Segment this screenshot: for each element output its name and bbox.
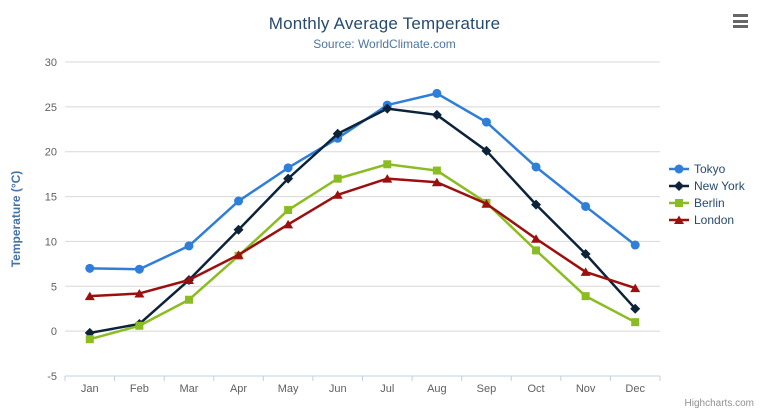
data-point-berlin-may[interactable] xyxy=(284,206,293,215)
data-point-new-york-may[interactable] xyxy=(283,173,294,184)
legend-item-berlin[interactable]: Berlin xyxy=(669,196,745,210)
data-point-london-feb[interactable] xyxy=(134,288,145,298)
legend: Tokyo New York Berlin London xyxy=(669,162,745,227)
data-point-london-aug[interactable] xyxy=(431,177,442,187)
x-axis-label-dec: Dec xyxy=(625,383,645,395)
circle-legend-marker-icon xyxy=(669,164,689,174)
x-axis-label-may: May xyxy=(278,383,299,395)
legend-label: Berlin xyxy=(694,196,725,210)
data-point-new-york-nov[interactable] xyxy=(580,248,591,259)
data-point-tokyo-dec[interactable] xyxy=(630,240,640,250)
data-point-london-dec[interactable] xyxy=(630,283,641,293)
x-axis-label-nov: Nov xyxy=(576,383,596,395)
data-point-london-mar[interactable] xyxy=(183,275,194,285)
data-point-london-jan[interactable] xyxy=(84,291,95,301)
y-axis-tick-label: 0 xyxy=(51,326,57,338)
data-point-new-york-jun[interactable] xyxy=(332,128,343,139)
legend-item-london[interactable]: London xyxy=(669,213,745,227)
data-point-berlin-nov[interactable] xyxy=(581,292,590,301)
data-point-tokyo-may[interactable] xyxy=(283,163,293,173)
series-line-london[interactable] xyxy=(88,177,637,298)
y-axis-tick-label: 25 xyxy=(45,102,57,114)
data-point-berlin-jan[interactable] xyxy=(85,335,94,344)
triangle-legend-marker-icon xyxy=(669,215,689,225)
data-point-berlin-mar[interactable] xyxy=(184,295,193,304)
triangle-icon[interactable] xyxy=(674,215,684,225)
circle-icon[interactable] xyxy=(674,164,684,174)
credits-link[interactable]: Highcharts.com xyxy=(684,398,754,409)
data-point-london-apr[interactable] xyxy=(233,250,244,259)
series-berlin xyxy=(85,160,640,344)
y-axis-tick-label: 20 xyxy=(45,147,57,159)
series-london xyxy=(84,174,641,301)
diamond-legend-marker-icon xyxy=(669,181,689,191)
data-point-berlin-dec[interactable] xyxy=(631,318,640,327)
x-axis-label-feb: Feb xyxy=(130,383,149,395)
legend-label: London xyxy=(694,213,735,227)
series-line-tokyo[interactable] xyxy=(88,92,637,271)
data-point-berlin-aug[interactable] xyxy=(432,166,441,175)
x-axis-label-jul: Jul xyxy=(380,383,394,395)
data-point-berlin-feb[interactable] xyxy=(135,321,144,330)
data-point-london-jul[interactable] xyxy=(382,174,393,183)
series-line-new-york[interactable] xyxy=(88,107,637,335)
series-new-york xyxy=(84,103,641,338)
legend-item-new-york[interactable]: New York xyxy=(669,179,745,193)
y-axis-tick-label: 10 xyxy=(45,236,57,248)
data-point-berlin-oct[interactable] xyxy=(532,246,541,255)
x-axis-label-jan: Jan xyxy=(81,383,99,395)
data-point-london-sep[interactable] xyxy=(481,199,492,208)
data-point-tokyo-aug[interactable] xyxy=(432,88,442,98)
x-axis-label-oct: Oct xyxy=(527,383,544,395)
data-point-new-york-dec[interactable] xyxy=(630,303,641,314)
export-menu-button[interactable] xyxy=(733,14,748,28)
y-axis-title: Temperature (°C) xyxy=(9,171,23,268)
data-point-new-york-oct[interactable] xyxy=(531,199,542,210)
x-axis-label-aug: Aug xyxy=(427,383,447,395)
legend-item-tokyo[interactable]: Tokyo xyxy=(669,162,745,176)
x-axis-label-apr: Apr xyxy=(230,383,247,395)
data-point-tokyo-feb[interactable] xyxy=(134,264,144,274)
legend-label: New York xyxy=(694,179,745,193)
data-point-london-jun[interactable] xyxy=(332,190,343,199)
hamburger-icon xyxy=(733,14,748,17)
series-tokyo xyxy=(85,88,640,274)
series-line-berlin[interactable] xyxy=(88,163,637,341)
y-axis-tick-label: 30 xyxy=(45,57,57,69)
data-point-berlin-jun[interactable] xyxy=(333,174,342,183)
y-axis-tick-label: 15 xyxy=(45,192,57,204)
data-point-tokyo-mar[interactable] xyxy=(184,241,194,251)
data-point-tokyo-jan[interactable] xyxy=(85,263,95,273)
data-point-london-oct[interactable] xyxy=(531,234,542,243)
square-icon[interactable] xyxy=(675,199,683,207)
data-point-tokyo-sep[interactable] xyxy=(481,117,491,127)
x-axis-label-mar: Mar xyxy=(179,383,198,395)
chart-title: Monthly Average Temperature xyxy=(268,14,501,33)
data-point-tokyo-nov[interactable] xyxy=(581,201,591,211)
data-point-tokyo-oct[interactable] xyxy=(531,162,541,172)
legend-label: Tokyo xyxy=(694,162,726,176)
data-point-new-york-sep[interactable] xyxy=(481,145,492,156)
data-point-new-york-aug[interactable] xyxy=(431,109,442,120)
data-point-new-york-jul[interactable] xyxy=(382,103,393,114)
chart-subtitle: Source: WorldClimate.com xyxy=(313,37,456,51)
y-axis-tick-label: 5 xyxy=(51,281,57,293)
data-point-berlin-jul[interactable] xyxy=(383,160,392,169)
data-point-london-may[interactable] xyxy=(283,219,294,229)
data-point-new-york-apr[interactable] xyxy=(233,224,244,235)
x-axis-label-jun: Jun xyxy=(329,383,347,395)
data-point-tokyo-apr[interactable] xyxy=(234,196,244,206)
x-axis-label-sep: Sep xyxy=(477,383,497,395)
square-legend-marker-icon xyxy=(669,199,689,207)
data-point-london-nov[interactable] xyxy=(580,267,591,276)
diamond-icon[interactable] xyxy=(674,181,684,191)
y-axis-tick-label: -5 xyxy=(47,371,57,383)
